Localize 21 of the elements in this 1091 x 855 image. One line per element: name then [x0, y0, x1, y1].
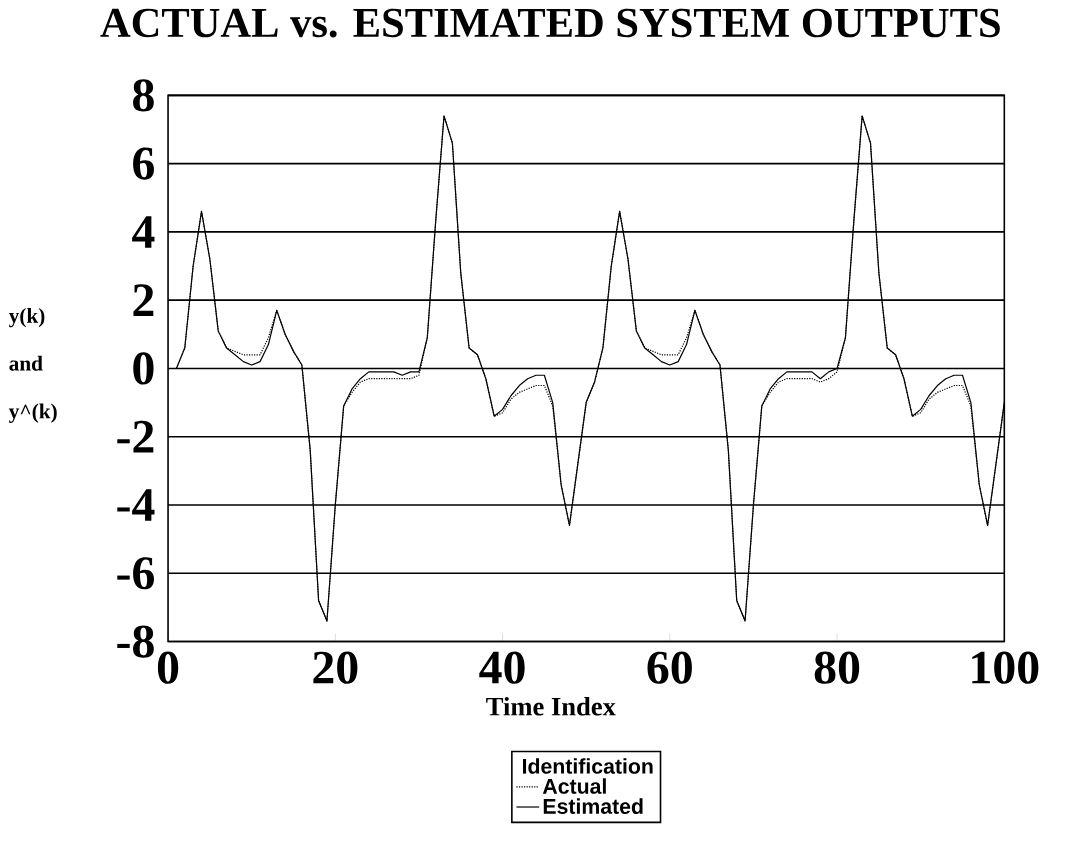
y-tick-label: 4: [132, 216, 155, 248]
x-tick-label: 40: [479, 651, 525, 684]
y-tick-label: 8: [133, 79, 154, 112]
y-tick-label: 0: [133, 352, 154, 385]
legend-label: Actual: [542, 778, 606, 794]
y-tick-label: 6: [133, 147, 154, 180]
x-tick-label: 60: [647, 651, 692, 684]
chart-title: ACTUAL vs. ESTIMATED SYSTEM OUTPUTS: [100, 8, 1000, 38]
y-tick-label: -4: [117, 489, 155, 521]
x-tick-label: 100: [972, 651, 1039, 684]
x-tick-label: 80: [814, 651, 860, 684]
text: y(k) and y^(k): [8, 307, 57, 423]
y-tick-label: -2: [117, 420, 154, 453]
y-tick-label: -8: [117, 625, 154, 658]
legend-title: Identification: [523, 758, 653, 774]
x-tick-label: 20: [313, 651, 358, 684]
y-tick-label: 2: [133, 284, 154, 317]
legend-label: Estimated: [543, 798, 643, 814]
x-axis-title: Time Index: [486, 696, 616, 716]
x-tick-label: 0: [157, 651, 179, 684]
y-tick-label: -6: [117, 557, 154, 590]
